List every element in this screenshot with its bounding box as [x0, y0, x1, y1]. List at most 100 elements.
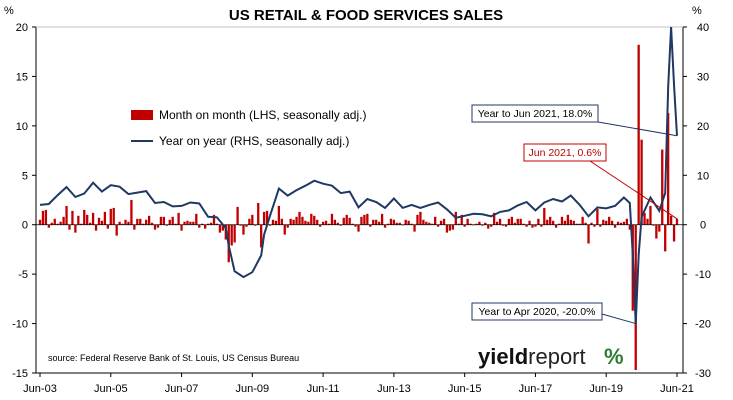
mom-bar: [62, 216, 65, 225]
mom-bar: [407, 220, 410, 225]
mom-bar: [103, 211, 107, 225]
mom-bar: [366, 213, 369, 225]
mom-bar: [599, 224, 602, 227]
mom-bar: [298, 211, 301, 225]
mom-bar: [215, 223, 219, 225]
mom-bar: [118, 221, 121, 225]
mom-bar: [463, 224, 466, 227]
mom-bar: [652, 224, 655, 226]
mom-bar: [557, 223, 561, 225]
mom-bar: [106, 224, 109, 229]
mom-bar: [616, 221, 620, 225]
mom-bar: [442, 218, 446, 225]
mom-bar: [640, 139, 643, 225]
mom-bar: [97, 217, 101, 225]
mom-bar: [230, 224, 233, 246]
mom-bar: [436, 224, 440, 227]
mom-bar: [357, 224, 360, 232]
mom-bar: [177, 212, 180, 225]
mom-bar: [422, 219, 425, 225]
mom-bar: [74, 224, 77, 233]
mom-bar: [534, 224, 537, 227]
mom-bar: [336, 222, 340, 225]
mom-bar: [372, 219, 375, 225]
mom-bar: [53, 218, 56, 225]
mom-bar: [590, 222, 593, 225]
mom-bar: [451, 224, 455, 230]
right-tick-label: -20: [695, 319, 711, 331]
mom-bar: [147, 215, 151, 225]
mom-bar: [578, 223, 581, 225]
mom-bar: [516, 218, 519, 225]
mom-bar: [192, 221, 195, 225]
x-tick-label: Jun-09: [236, 383, 270, 395]
mom-bar: [596, 208, 599, 225]
mom-bar: [475, 223, 478, 225]
mom-bar: [277, 205, 281, 225]
mom-bar: [625, 218, 629, 225]
mom-bar: [519, 218, 522, 225]
mom-bar: [369, 224, 372, 227]
mom-bar: [77, 215, 80, 225]
mom-bar: [587, 224, 590, 244]
mom-bar: [457, 223, 460, 225]
mom-bar: [667, 113, 670, 225]
mom-bar: [664, 224, 667, 252]
mom-bar: [628, 224, 631, 230]
mom-bar: [38, 219, 42, 225]
mom-bar: [649, 205, 652, 225]
mom-bar: [274, 220, 278, 225]
left-tick-label: 20: [16, 22, 28, 34]
mom-bar: [330, 213, 334, 225]
mom-bar: [265, 210, 269, 225]
mom-bar: [100, 220, 104, 225]
mom-bar: [419, 211, 422, 225]
mom-bar: [404, 219, 407, 225]
mom-bar: [363, 214, 366, 225]
legend-label-yoy: Year on year (RHS, seasonally adj.): [159, 134, 349, 148]
mom-bar: [65, 205, 68, 225]
mom-bar: [513, 222, 516, 225]
mom-bar: [268, 224, 272, 226]
right-tick-label: 10: [697, 170, 709, 182]
mom-bar: [80, 223, 83, 225]
mom-bar: [124, 219, 127, 225]
mom-bar: [209, 222, 213, 225]
left-tick-label: -5: [18, 269, 28, 281]
mom-bar: [569, 219, 572, 225]
mom-bar: [136, 218, 139, 225]
mom-bar: [490, 224, 493, 227]
mom-bar: [310, 213, 313, 225]
mom-bar: [313, 215, 316, 225]
mom-bar: [203, 224, 207, 229]
mom-bar: [661, 149, 664, 225]
mom-bar: [375, 219, 378, 225]
mom-bar: [543, 207, 546, 225]
mom-bar: [221, 224, 224, 231]
mom-bar: [551, 220, 555, 225]
mom-bar: [634, 224, 637, 371]
mom-bar: [348, 217, 351, 225]
mom-bar: [495, 221, 499, 225]
mom-bar: [333, 219, 337, 225]
mom-bar: [410, 223, 413, 225]
mom-bar: [669, 215, 673, 225]
mom-bar: [425, 221, 428, 225]
mom-bar: [622, 221, 626, 225]
left-tick-label: -15: [12, 368, 28, 380]
right-tick-label: 40: [697, 22, 709, 34]
mom-bar: [127, 221, 130, 225]
mom-bar: [507, 218, 511, 225]
mom-bar: [257, 202, 260, 225]
logo-percent: %: [604, 344, 624, 369]
mom-bar: [142, 223, 145, 225]
annotation-leader: [589, 160, 678, 220]
mom-bar: [531, 224, 534, 228]
mom-bar: [174, 223, 177, 225]
mom-bar: [245, 224, 248, 227]
annotation-box: [523, 143, 607, 162]
mom-bar: [130, 200, 133, 225]
mom-bar: [206, 223, 210, 225]
mom-bar: [522, 223, 525, 225]
mom-bar: [510, 216, 514, 225]
